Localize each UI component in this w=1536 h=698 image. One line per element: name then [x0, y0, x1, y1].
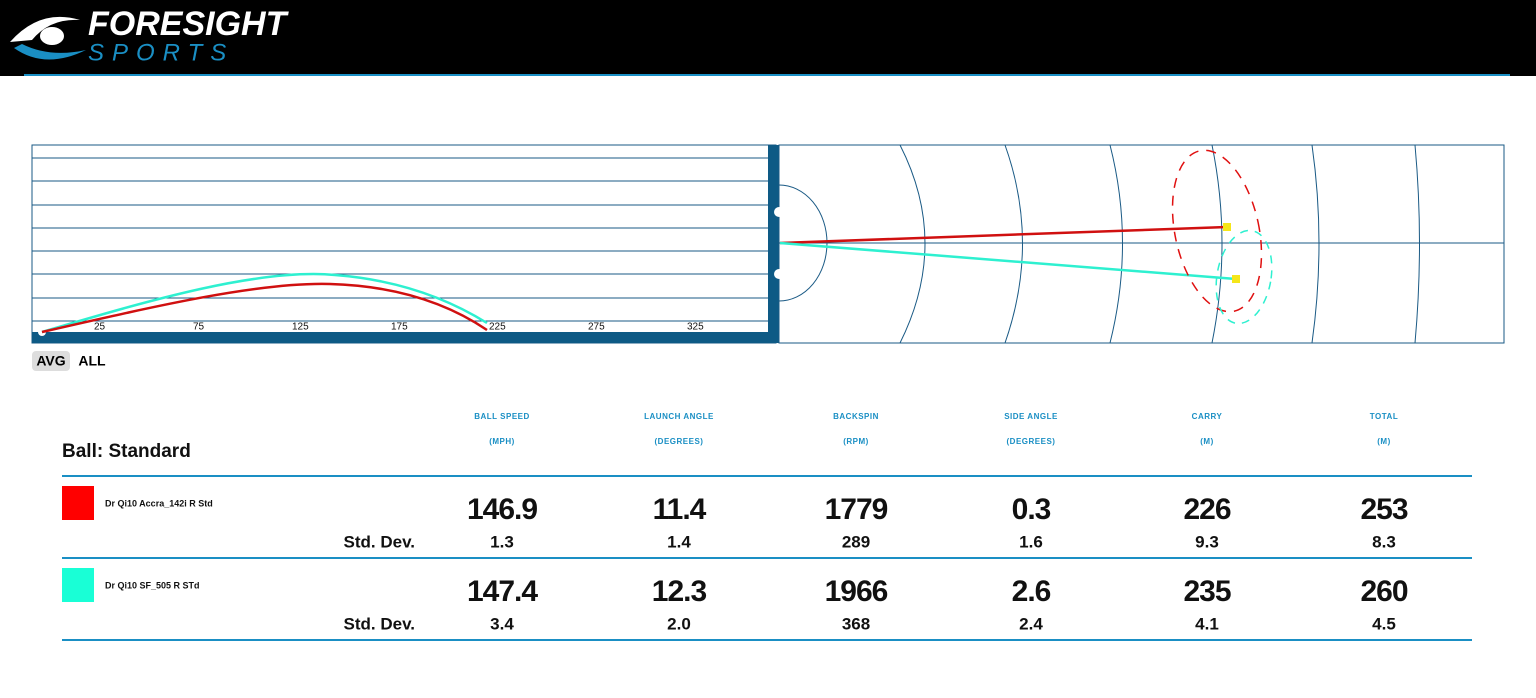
column-name: LAUNCH ANGLE [644, 412, 714, 421]
std-value: 9.3 [1195, 532, 1219, 551]
value: 146.9 [467, 493, 537, 526]
column-unit: (DEGREES) [1007, 437, 1056, 446]
value: 235 [1183, 575, 1230, 608]
x-tick-label: 75 [193, 322, 205, 333]
value: 147.4 [467, 575, 538, 608]
x-tick-label: 275 [588, 322, 605, 333]
column-unit: (MPH) [489, 437, 515, 446]
std-value: 1.4 [667, 532, 691, 551]
ball-type: Ball: Standard [62, 441, 191, 462]
all-label[interactable]: ALL [78, 353, 106, 369]
top-view [774, 144, 1505, 344]
value: 253 [1360, 493, 1407, 526]
value: 260 [1360, 575, 1407, 608]
column-name: BALL SPEED [474, 412, 530, 421]
value: 1779 [825, 493, 888, 526]
value: 226 [1183, 493, 1230, 526]
header-bar [0, 0, 1536, 76]
column-unit: (M) [1200, 437, 1214, 446]
club-swatch [62, 568, 94, 602]
std-value: 3.4 [490, 614, 514, 633]
side-view [31, 144, 779, 344]
column-unit: (RPM) [843, 437, 869, 446]
std-value: 289 [842, 532, 870, 551]
std-label: Std. Dev. [344, 614, 415, 633]
value: 11.4 [653, 493, 707, 526]
column-name: SIDE ANGLE [1004, 412, 1058, 421]
x-tick-label: 225 [489, 322, 506, 333]
std-value: 2.0 [667, 614, 691, 633]
column-name: BACKSPIN [833, 412, 879, 421]
std-value: 368 [842, 614, 870, 633]
std-label: Std. Dev. [344, 532, 415, 551]
avg-label[interactable]: AVG [36, 353, 65, 369]
brand: FORESIGHT [88, 5, 290, 43]
x-tick-label: 25 [94, 322, 106, 333]
std-value: 4.5 [1372, 614, 1396, 633]
trajectory-cyan [41, 272, 488, 334]
club-name: Dr Qi10 SF_505 R STd [105, 580, 200, 590]
std-value: 2.4 [1019, 614, 1043, 633]
club-swatch [62, 486, 94, 520]
std-value: 1.3 [490, 532, 514, 551]
value: 0.3 [1012, 493, 1051, 526]
value: 12.3 [652, 575, 707, 608]
trajectory-red [41, 282, 488, 334]
std-value: 4.1 [1195, 614, 1219, 633]
x-tick-label: 125 [292, 322, 309, 333]
column-unit: (M) [1377, 437, 1391, 446]
sub-brand: SPORTS [88, 39, 234, 66]
value: 1966 [825, 575, 888, 608]
value: 2.6 [1012, 575, 1051, 608]
column-unit: (DEGREES) [655, 437, 704, 446]
club-name: Dr Qi10 Accra_142i R Std [105, 498, 213, 508]
column-name: TOTAL [1370, 412, 1398, 421]
logo: FORESIGHT SPORTS [10, 5, 290, 66]
x-tick-label: 175 [391, 322, 408, 333]
std-value: 1.6 [1019, 532, 1043, 551]
std-value: 8.3 [1372, 532, 1396, 551]
avg-button[interactable] [32, 351, 70, 371]
x-tick-label: 325 [687, 322, 704, 333]
column-name: CARRY [1192, 412, 1223, 421]
